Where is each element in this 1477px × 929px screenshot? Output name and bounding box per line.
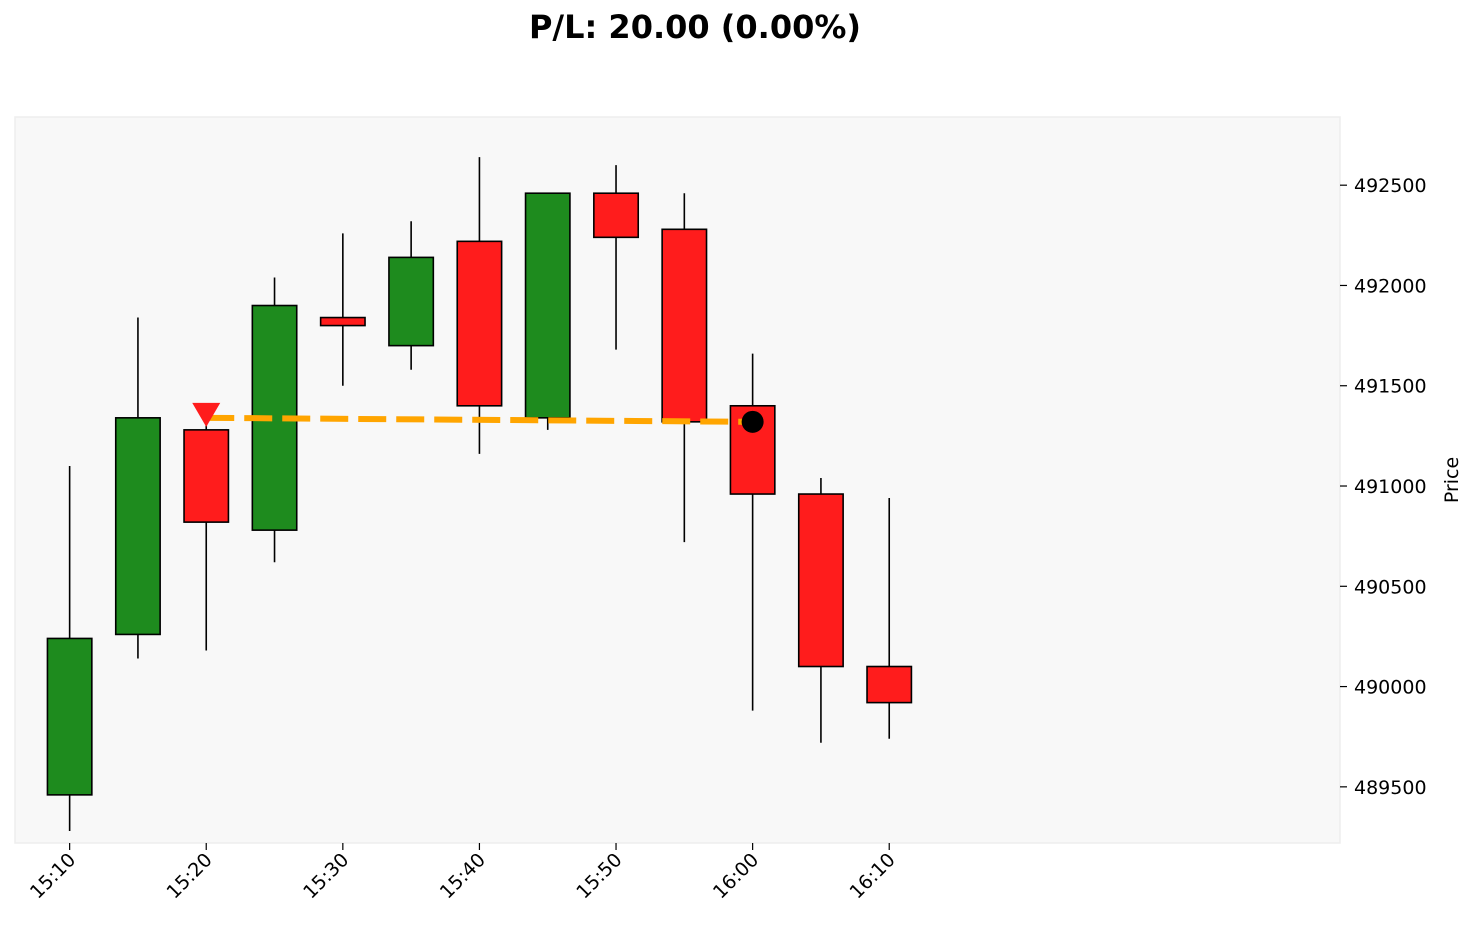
- entry-marker: [192, 402, 221, 427]
- x-axis: 15:10 15:20 15:30 15:40 15:50 16:00 16:10: [26, 843, 900, 903]
- candle: [524, 192, 571, 430]
- y-axis-label: Price: [1441, 457, 1463, 503]
- trade-layer: [192, 402, 764, 433]
- x-tick-label: 16:10: [845, 849, 899, 903]
- candle-body-down: [797, 493, 844, 668]
- y-tick-label: 491500: [1354, 376, 1427, 398]
- candle: [866, 498, 913, 739]
- candle-body-up: [46, 637, 93, 796]
- candle-body-down: [183, 429, 230, 523]
- y-tick-label: 491000: [1354, 476, 1427, 498]
- x-tick-label: 15:30: [299, 849, 353, 903]
- candle: [388, 221, 435, 370]
- candle-body-up: [114, 417, 161, 636]
- candle: [456, 157, 503, 454]
- x-tick-label: 15:20: [162, 849, 216, 903]
- y-axis: 489500 490000 490500 491000 491500 492000 4925…: [1340, 175, 1427, 799]
- x-tick-label: 15:10: [26, 849, 80, 903]
- y-tick-label: 492500: [1354, 175, 1427, 197]
- candle: [114, 317, 161, 659]
- candle: [319, 233, 366, 386]
- candle-body-down: [866, 665, 913, 704]
- trade-line: [206, 414, 753, 425]
- candle-body-up: [388, 256, 435, 347]
- candle: [46, 465, 93, 831]
- y-tick-label: 490500: [1354, 576, 1427, 598]
- exit-marker: [741, 410, 764, 433]
- candle: [661, 193, 708, 543]
- candle-body-up: [524, 192, 571, 419]
- y-tick-label: 492000: [1354, 275, 1427, 297]
- x-tick-label: 16:00: [709, 849, 763, 903]
- x-tick-label: 15:40: [436, 849, 490, 903]
- x-tick-label: 15:50: [572, 849, 626, 903]
- candle-body-down: [319, 316, 366, 327]
- y-tick-label: 489500: [1354, 777, 1427, 799]
- y-tick-label: 490000: [1354, 677, 1427, 699]
- candle: [183, 417, 230, 651]
- candle-body-down: [593, 192, 640, 239]
- chart-title: P/L: 20.00 (0.00%): [528, 8, 862, 46]
- candle-body-down: [456, 240, 503, 407]
- candle: [797, 477, 844, 743]
- candle-body-down: [661, 228, 708, 423]
- candle: [593, 165, 640, 350]
